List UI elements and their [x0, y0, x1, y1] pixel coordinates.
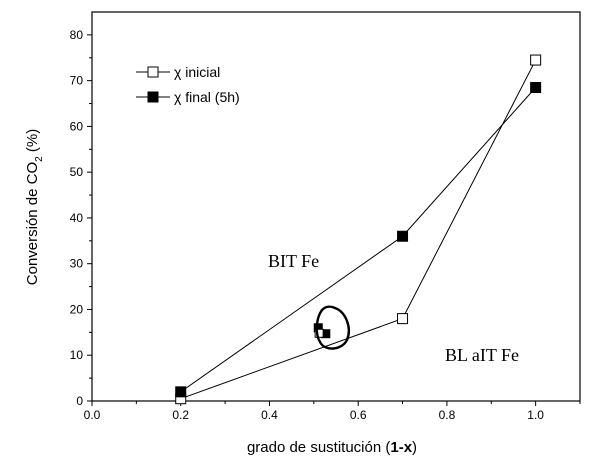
y-tick-label: 0: [76, 394, 83, 408]
y-tick-label: 20: [70, 302, 84, 316]
x-tick-label: 0.6: [350, 408, 367, 422]
data-point-inicial: [530, 54, 542, 66]
y-tick-label: 60: [70, 119, 84, 133]
cluster-circle-outline: [315, 305, 350, 350]
y-tick-label: 80: [70, 28, 84, 42]
y-tick-label: 30: [70, 257, 84, 271]
data-point-final: [397, 230, 409, 242]
x-axis-title-prefix: grado de sustitución (: [247, 439, 390, 456]
annotation-bitfe: BIT Fe: [268, 251, 319, 271]
data-point-final: [530, 82, 542, 94]
y-axis-title-main: Conversión de CO: [24, 162, 41, 285]
y-axis-title: Conversión de CO2 (%): [24, 129, 45, 285]
ticks-group: 0.0 0.2 0.4 0.6 0.8 1.0 0 10 20 30 40 50 60 70 80: [70, 28, 581, 422]
x-axis-title-suffix: ): [412, 439, 417, 456]
x-axis-title: grado de sustitución (1-x): [247, 439, 417, 456]
y-axis-title-suffix: (%): [24, 129, 41, 157]
legend-marker-filled-square: [147, 91, 159, 103]
x-tick-label: 0.8: [439, 408, 456, 422]
y-tick-label: 70: [70, 74, 84, 88]
x-tick-label: 0.2: [172, 408, 189, 422]
x-tick-label: 0.0: [84, 408, 101, 422]
legend-label-inicial: χ inicial: [174, 64, 220, 80]
y-tick-label: 40: [70, 211, 84, 225]
x-tick-label: 0.4: [261, 408, 278, 422]
plot-frame: [91, 11, 581, 402]
annotation-blaitfe: BL aIT Fe: [445, 345, 519, 365]
y-tick-label: 10: [70, 348, 84, 362]
legend-marker-open-square: [147, 66, 159, 78]
y-axis-title-sub: 2: [34, 156, 45, 162]
x-axis-title-bold: 1-x: [390, 439, 412, 456]
data-point-inicial: [397, 313, 409, 325]
markers-group: [175, 54, 542, 405]
data-point-final: [175, 386, 187, 398]
y-tick-label: 50: [70, 165, 84, 179]
x-tick-label: 1.0: [527, 408, 544, 422]
legend: χ inicial χ final (5h): [136, 64, 240, 105]
legend-label-final: χ final (5h): [174, 89, 240, 105]
